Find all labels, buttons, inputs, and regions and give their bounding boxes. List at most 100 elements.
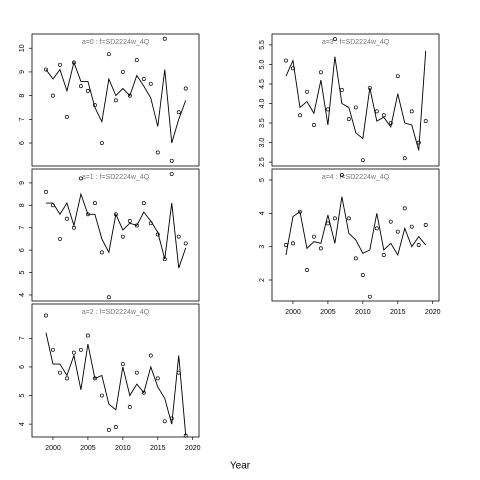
observed-point xyxy=(92,103,97,108)
observed-point xyxy=(409,224,414,229)
observed-point xyxy=(120,234,125,239)
y-tick-label: 8 xyxy=(19,203,26,207)
observed-point xyxy=(162,419,167,424)
y-tick-label: 5 xyxy=(19,270,26,274)
observed-point xyxy=(297,209,302,214)
observed-point xyxy=(51,93,55,98)
observed-point xyxy=(141,390,146,395)
fitted-line xyxy=(45,192,187,269)
observed-point xyxy=(85,333,90,338)
observed-point xyxy=(325,107,330,112)
observed-point xyxy=(78,347,83,352)
observed-point xyxy=(127,93,132,98)
observed-point xyxy=(99,393,104,398)
observed-point xyxy=(388,121,393,125)
y-tick-label: 2 xyxy=(259,278,266,282)
observed-point xyxy=(162,257,167,262)
y-tick-label: 7 xyxy=(19,117,26,121)
observed-point xyxy=(346,117,351,122)
y-tick-label: 5.0 xyxy=(259,59,266,69)
y-tick-label: 6 xyxy=(19,365,26,369)
observed-point xyxy=(71,350,76,355)
x-axis-label: Year xyxy=(230,461,251,472)
observed-point xyxy=(402,156,407,161)
observed-point xyxy=(85,88,90,93)
observed-point xyxy=(339,173,344,177)
observed-point xyxy=(381,253,386,257)
y-tick-label: 4 xyxy=(19,293,26,297)
observed-point xyxy=(134,223,139,228)
observed-point xyxy=(291,66,295,71)
x-tick-label: 2015 xyxy=(390,309,406,316)
observed-point xyxy=(85,212,90,217)
y-tick-label: 9 xyxy=(19,70,26,74)
y-tick-label: 4.5 xyxy=(259,79,266,89)
observed-point xyxy=(176,234,181,239)
panel-frame xyxy=(271,168,440,302)
y-tick-label: 4 xyxy=(259,211,266,215)
observed-point xyxy=(155,376,160,381)
panel-title: a=2 : f=SD2224w_4Q xyxy=(82,309,150,316)
observed-point xyxy=(44,67,48,72)
observed-point xyxy=(64,216,69,221)
observed-point xyxy=(64,376,69,381)
observed-point xyxy=(113,425,118,429)
y-tick-label: 4 xyxy=(19,422,26,426)
observed-point xyxy=(127,405,132,409)
observed-point xyxy=(332,216,337,221)
observed-point xyxy=(423,119,428,124)
panel-title: a=4 : f=SD2224w_4Q xyxy=(322,174,390,181)
observed-point xyxy=(155,232,160,237)
y-tick-label: 5.5 xyxy=(259,40,266,50)
y-tick-label: 3.5 xyxy=(259,118,266,128)
observed-point xyxy=(360,273,365,277)
observed-point xyxy=(176,370,181,375)
observed-point xyxy=(106,295,111,300)
observed-point xyxy=(141,77,146,81)
observed-point xyxy=(106,427,111,432)
observed-point xyxy=(353,256,358,261)
observed-point xyxy=(388,219,393,224)
observed-point xyxy=(416,243,421,247)
observed-point xyxy=(374,109,379,114)
observed-point xyxy=(381,113,386,118)
observed-point xyxy=(304,89,309,94)
observed-point xyxy=(284,58,288,63)
panel-frame xyxy=(31,168,200,302)
observed-point xyxy=(346,216,351,221)
observed-point xyxy=(367,85,372,90)
observed-point xyxy=(176,110,181,115)
y-tick-label: 5 xyxy=(259,178,266,182)
y-tick-label: 7 xyxy=(19,336,26,340)
observed-point xyxy=(148,221,153,226)
y-tick-label: 7 xyxy=(19,226,26,230)
observed-point xyxy=(71,225,76,230)
observed-point xyxy=(78,176,83,181)
y-tick-label: 6 xyxy=(19,248,26,252)
x-tick-label: 2010 xyxy=(115,445,131,452)
observed-point xyxy=(99,250,104,255)
observed-point xyxy=(311,234,316,239)
observed-point xyxy=(291,241,295,246)
panel-frame xyxy=(31,303,200,438)
observed-point xyxy=(92,376,97,381)
fitted-line xyxy=(285,196,427,257)
observed-point xyxy=(44,189,48,194)
observed-point xyxy=(44,313,48,318)
observed-point xyxy=(120,69,125,74)
y-tick-label: 10 xyxy=(19,44,26,52)
observed-point xyxy=(169,171,174,176)
observed-point xyxy=(106,52,111,57)
panel-title: a=1 : f=SD2224w_4Q xyxy=(82,174,150,181)
observed-point xyxy=(169,416,174,421)
y-tick-label: 4.0 xyxy=(259,99,266,109)
fitted-line xyxy=(45,332,187,436)
x-tick-label: 2005 xyxy=(320,309,336,316)
observed-point xyxy=(325,221,330,226)
observed-point xyxy=(127,219,132,223)
observed-point xyxy=(113,98,118,103)
panel-frame xyxy=(31,33,200,167)
observed-point xyxy=(416,140,421,145)
y-tick-label: 3 xyxy=(259,245,266,249)
